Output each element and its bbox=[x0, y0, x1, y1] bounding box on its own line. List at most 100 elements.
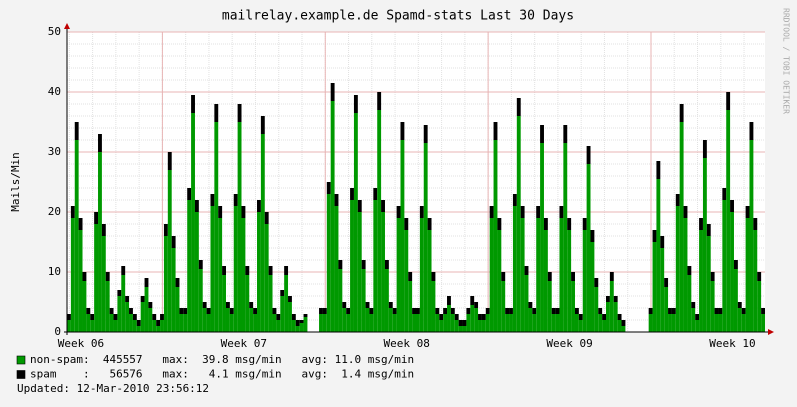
bar-segment bbox=[288, 302, 292, 332]
bar-segment bbox=[664, 287, 669, 332]
legend-label: spam bbox=[30, 368, 57, 381]
bar-segment bbox=[284, 266, 289, 275]
bar-segment bbox=[218, 206, 223, 218]
bar-segment bbox=[664, 278, 669, 287]
bar-segment bbox=[702, 158, 707, 332]
bar-segment bbox=[714, 314, 719, 332]
bar-segment bbox=[156, 320, 161, 326]
bar-segment bbox=[702, 140, 707, 158]
bar-segment bbox=[408, 272, 413, 281]
bar-segment bbox=[528, 302, 533, 308]
bar-segment bbox=[761, 314, 765, 332]
bar-segment bbox=[117, 296, 122, 332]
bar-segment bbox=[718, 314, 723, 332]
bar-segment bbox=[295, 326, 300, 332]
bar-segment bbox=[609, 281, 614, 332]
bar-segment bbox=[198, 260, 203, 269]
bar-segment bbox=[303, 314, 308, 317]
bar-segment bbox=[404, 218, 409, 230]
bar-segment bbox=[257, 200, 261, 212]
bar-segment bbox=[598, 308, 603, 314]
bar-segment bbox=[241, 218, 246, 332]
x-axis-arrow bbox=[768, 329, 774, 335]
bar-segment bbox=[326, 182, 331, 194]
bar-segment bbox=[648, 314, 653, 332]
bar-segment bbox=[350, 200, 354, 332]
bar-segment bbox=[353, 95, 358, 113]
bar-segment bbox=[443, 314, 448, 332]
bar-segment bbox=[730, 200, 734, 212]
bar-segment bbox=[733, 269, 738, 332]
bar-segment bbox=[125, 302, 130, 332]
bar-segment bbox=[74, 140, 79, 332]
bar-segment bbox=[718, 308, 723, 314]
bar-segment bbox=[291, 314, 296, 320]
bar-segment bbox=[617, 320, 622, 332]
x-tick-label: Week 10 bbox=[709, 337, 755, 350]
bar-segment bbox=[443, 308, 448, 314]
bar-segment bbox=[369, 314, 374, 332]
bar-segment bbox=[520, 218, 525, 332]
bar-segment bbox=[671, 308, 676, 314]
bar-segment bbox=[175, 278, 180, 287]
bar-segment bbox=[225, 308, 230, 332]
bar-segment bbox=[377, 110, 382, 332]
bar-segment bbox=[741, 308, 746, 314]
bar-segment bbox=[396, 206, 401, 218]
bar-segment bbox=[167, 170, 172, 332]
bar-segment bbox=[757, 272, 762, 281]
bar-segment bbox=[454, 314, 459, 320]
bar-segment bbox=[613, 302, 618, 332]
bar-segment bbox=[284, 275, 289, 332]
bar-segment bbox=[392, 308, 397, 314]
y-tick-label: 40 bbox=[48, 85, 61, 98]
legend-stats: : 56576 max: 4.1 msg/min avg: 1.4 msg/mi… bbox=[83, 368, 414, 381]
plot-area bbox=[67, 32, 765, 332]
bar-segment bbox=[509, 314, 513, 332]
bar-segment bbox=[148, 308, 153, 332]
bar-segment bbox=[400, 122, 405, 140]
bar-segment bbox=[435, 308, 440, 314]
bar-segment bbox=[179, 308, 184, 314]
bar-segment bbox=[687, 266, 692, 275]
bar-segment bbox=[338, 269, 343, 332]
bar-segment bbox=[454, 320, 459, 332]
bar-segment bbox=[512, 194, 517, 206]
bar-segment bbox=[132, 320, 137, 332]
bar-segment bbox=[559, 218, 564, 332]
bar-segment bbox=[501, 281, 506, 332]
bar-segment bbox=[439, 320, 444, 332]
bar-segment bbox=[737, 308, 742, 332]
legend-swatch bbox=[16, 370, 26, 379]
bar-segment bbox=[458, 326, 463, 332]
bar-segment bbox=[749, 122, 754, 140]
bar-segment bbox=[416, 308, 420, 314]
bar-segment bbox=[233, 194, 238, 206]
bar-segment bbox=[730, 212, 734, 332]
bar-segment bbox=[365, 308, 370, 332]
bar-segment bbox=[249, 302, 254, 308]
x-tick-label: Week 09 bbox=[546, 337, 592, 350]
bar-segment bbox=[361, 260, 366, 269]
bar-segment bbox=[222, 266, 226, 275]
bar-segment bbox=[606, 296, 610, 302]
bar-segment bbox=[396, 218, 401, 332]
bar-segment bbox=[101, 224, 106, 236]
bar-segment bbox=[617, 314, 622, 320]
bar-segment bbox=[330, 101, 335, 332]
x-tick-label: Week 07 bbox=[221, 337, 267, 350]
bar-segment bbox=[462, 320, 467, 326]
bar-segment bbox=[586, 146, 591, 164]
bar-segment bbox=[388, 302, 393, 308]
bar-segment bbox=[94, 224, 99, 332]
bar-segment bbox=[167, 152, 172, 170]
bar-segment bbox=[594, 278, 599, 287]
bar-segment bbox=[753, 230, 758, 332]
bar-segment bbox=[218, 218, 223, 332]
bar-segment bbox=[90, 320, 95, 332]
bar-segment bbox=[78, 218, 83, 230]
bar-segment bbox=[683, 218, 688, 332]
bar-segment bbox=[450, 314, 455, 332]
bar-segment bbox=[749, 140, 754, 332]
bar-segment bbox=[129, 314, 133, 332]
